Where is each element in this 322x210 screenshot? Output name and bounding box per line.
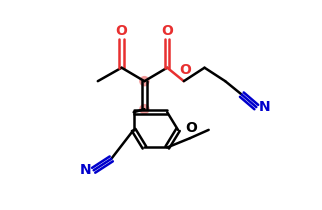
Text: O: O xyxy=(185,121,197,135)
Circle shape xyxy=(140,105,149,114)
Circle shape xyxy=(140,77,149,86)
Text: N: N xyxy=(80,163,91,177)
Text: O: O xyxy=(161,24,173,38)
Text: O: O xyxy=(179,63,191,77)
Text: N: N xyxy=(259,100,270,114)
Text: O: O xyxy=(116,24,128,38)
